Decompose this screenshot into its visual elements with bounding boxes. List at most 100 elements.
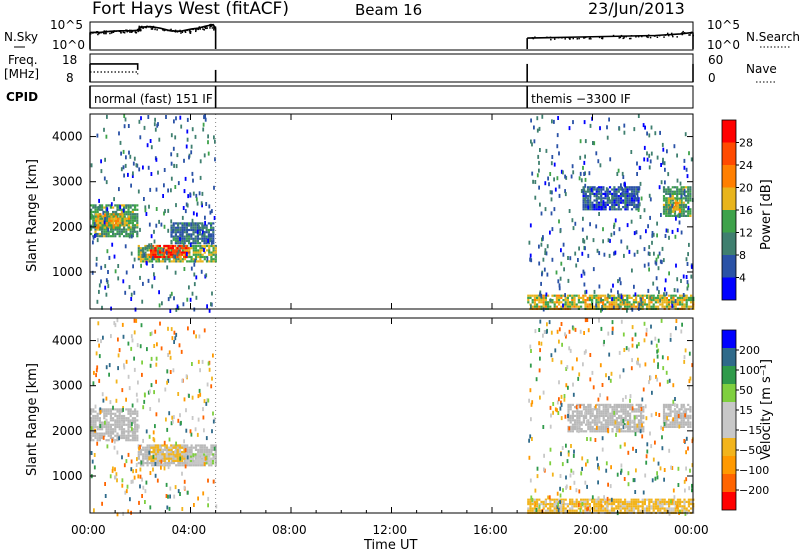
velocity-echo [579,329,582,334]
velocity-cell [109,410,112,413]
power-echo [686,280,689,285]
power-cell [547,305,550,308]
power-cell [208,251,211,254]
power-cell [610,301,613,304]
power-echo [617,279,619,284]
velocity-cell [189,453,193,456]
velocity-echo [629,394,632,399]
power-echo [583,172,585,176]
power-echo [165,251,168,256]
velocity-cell [657,507,660,510]
velocity-cell [574,423,577,426]
power-cell [208,253,211,256]
velocity-cell [582,505,585,508]
power-cell [533,299,536,302]
power-echo [104,285,107,290]
power-cell [654,299,657,302]
velocity-cell [602,419,605,422]
power-echo [195,193,198,198]
velocity-cell [671,425,674,428]
power-cell [595,197,598,200]
velocity-echo [689,468,691,473]
velocity-cell [624,406,627,409]
power-cell [667,208,670,211]
power-cell [165,244,168,248]
power-cell [588,299,591,302]
velocity-cell [575,505,578,508]
power-echo [144,205,147,210]
velocity-echo [685,450,687,455]
power-cell [680,186,683,189]
power-echo [160,222,163,227]
velocity-echo [99,424,102,428]
velocity-cell [170,446,173,449]
velocity-cell [544,503,547,506]
velocity-cell [168,462,171,465]
power-cell [668,294,671,297]
power-cell [687,212,690,215]
velocity-cell [96,412,99,415]
velocity-cell [536,503,539,506]
velocity-cell [101,434,104,437]
velocity-cell [144,462,147,465]
velocity-echo [211,376,213,381]
velocity-echo [530,349,532,353]
velocity-echo [584,480,587,485]
velocity-cell [571,417,574,420]
power-cell [120,208,123,211]
velocity-echo [672,383,675,388]
velocity-cell [154,451,157,454]
power-echo [655,276,658,281]
velocity-echo [579,404,582,409]
power-echo [589,222,591,227]
power-cell [212,231,215,234]
power-cell [101,226,104,229]
velocity-echo [535,377,538,382]
velocity-echo [137,380,139,385]
power-cell [185,239,188,243]
velocity-cell [602,505,605,508]
velocity-cell [582,417,585,420]
velocity-cell [642,406,645,409]
power-echo [623,130,626,135]
velocity-cell [214,455,217,458]
power-cell [639,305,642,308]
power-cell [188,222,191,225]
velocity-cell [94,425,97,429]
power-cell [205,260,209,263]
velocity-echo [671,466,674,470]
power-cell [147,253,150,256]
power-cell [123,217,126,220]
velocity-echo [121,322,124,327]
velocity-cell [578,423,581,426]
velocity-echo [186,490,189,495]
velocity-echo [534,488,537,493]
velocity-cell [665,425,668,428]
noise-point [647,34,650,36]
velocity-echo [556,505,559,509]
power-cell [689,190,692,193]
velocity-echo [133,318,136,323]
velocity-echo [656,471,658,476]
velocity-echo [125,489,128,494]
velocity-cell [676,507,679,510]
power-echo [582,165,584,170]
power-echo [584,177,587,182]
power-cell [208,244,211,248]
velocity-cell [562,503,565,506]
velocity-echo [606,396,609,401]
velocity-echo [598,417,600,422]
power-echo [596,248,599,253]
velocity-cell [165,455,168,458]
power-cell [175,258,178,261]
power-cell [667,192,670,195]
power-cell [544,296,547,299]
velocity-cell [157,459,160,462]
power-cell [679,299,682,302]
velocity-echo [201,359,204,364]
power-cell [196,233,199,236]
velocity-echo [205,401,208,406]
power-cell [689,192,692,195]
velocity-echo [605,373,607,378]
velocity-cell [107,408,110,411]
